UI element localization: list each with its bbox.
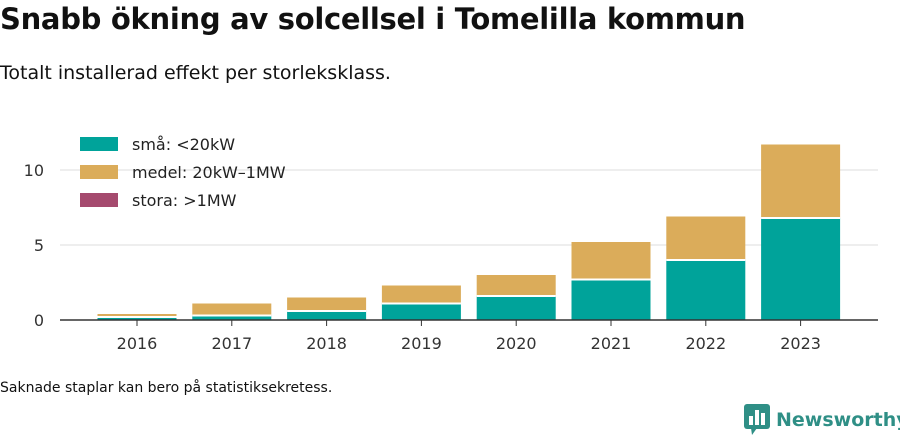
bar-segment: [287, 311, 367, 320]
bar-segment: [666, 216, 746, 260]
bar-segment: [381, 285, 461, 304]
bar-segment: [192, 315, 272, 320]
x-tick-label: 2021: [591, 334, 632, 353]
bars: [97, 144, 841, 320]
bar-segment: [192, 303, 272, 316]
footnote: Saknade staplar kan bero på statistiksek…: [0, 380, 333, 396]
legend-label: medel: 20kW–1MW: [132, 163, 286, 182]
legend-label: stora: >1MW: [132, 191, 237, 210]
y-tick-label: 10: [24, 161, 44, 180]
stacked-bar-chart: 0 5 10 2016 2017 2018 2019 2020 2021 2022 2023 små…: [24, 135, 878, 353]
bar-segment: [476, 275, 556, 296]
legend-label: små: <20kW: [132, 135, 235, 154]
bar-segment: [571, 242, 651, 280]
bar-segment: [761, 218, 841, 320]
brand-name: Newsworthy: [776, 409, 900, 431]
x-tick-label: 2018: [306, 334, 347, 353]
axes: 0 5 10 2016 2017 2018 2019 2020 2021 2022 2023: [24, 161, 878, 353]
x-tick-label: 2020: [496, 334, 537, 353]
bar-segment: [97, 317, 177, 320]
bar-segment: [666, 260, 746, 320]
bar-segment: [571, 279, 651, 320]
chart-title: Snabb ökning av solcellsel i Tomelilla k…: [0, 2, 746, 36]
legend-swatch: [80, 137, 118, 151]
legend-swatch: [80, 165, 118, 179]
legend: små: <20kW medel: 20kW–1MW stora: >1MW: [80, 135, 286, 210]
bar-segment: [97, 314, 177, 317]
x-tick-label: 2023: [780, 334, 821, 353]
y-tick-label: 5: [34, 236, 44, 255]
bar-segment: [287, 297, 367, 311]
x-tick-label: 2022: [685, 334, 726, 353]
chart-subtitle: Totalt installerad effekt per storlekskl…: [0, 62, 391, 84]
x-tick-label: 2016: [117, 334, 158, 353]
brand-logo: Newsworthy: [744, 404, 900, 436]
bar-segment: [476, 296, 556, 320]
bar-segment: [761, 144, 841, 218]
legend-swatch: [80, 193, 118, 207]
bar-chart-speech-bubble-icon: [744, 404, 770, 435]
x-tick-label: 2019: [401, 334, 442, 353]
y-tick-label: 0: [34, 311, 44, 330]
x-tick-label: 2017: [211, 334, 252, 353]
bar-segment: [381, 303, 461, 320]
